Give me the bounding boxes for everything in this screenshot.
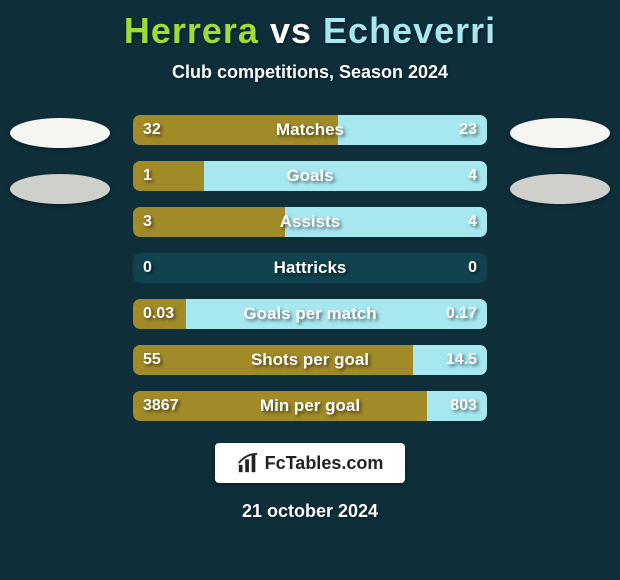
right-segment bbox=[285, 207, 487, 237]
left-badges bbox=[5, 118, 115, 204]
team-badge-icon bbox=[510, 174, 610, 204]
subtitle: Club competitions, Season 2024 bbox=[0, 62, 620, 83]
comparison-chart: 3223Matches 14Goals 34Assists 0 0Hattricks 0.… bbox=[133, 115, 487, 421]
left-segment bbox=[133, 161, 204, 191]
left-segment bbox=[133, 345, 413, 375]
row-label: Hattricks bbox=[133, 253, 487, 283]
left-value: 0 bbox=[143, 253, 152, 283]
bar-chart-icon bbox=[237, 452, 259, 474]
right-segment bbox=[338, 115, 487, 145]
left-segment bbox=[133, 391, 427, 421]
player2-name: Echeverri bbox=[323, 10, 496, 51]
right-badges bbox=[505, 118, 615, 204]
team-badge-icon bbox=[10, 118, 110, 148]
comparison-row: 3867803Min per goal bbox=[133, 391, 487, 421]
brand-label: FcTables.com bbox=[265, 453, 384, 474]
player1-name: Herrera bbox=[124, 10, 259, 51]
right-segment bbox=[204, 161, 487, 191]
right-segment bbox=[427, 391, 487, 421]
right-value: 0 bbox=[468, 253, 477, 283]
brand-badge: FcTables.com bbox=[215, 443, 405, 483]
left-segment bbox=[133, 207, 285, 237]
comparison-row: 0.030.17Goals per match bbox=[133, 299, 487, 329]
comparison-row: 3223Matches bbox=[133, 115, 487, 145]
page-title: Herrera vs Echeverri bbox=[0, 0, 620, 52]
team-badge-icon bbox=[10, 174, 110, 204]
team-badge-icon bbox=[510, 118, 610, 148]
left-segment bbox=[133, 115, 338, 145]
right-segment bbox=[186, 299, 487, 329]
comparison-row: 0 0Hattricks bbox=[133, 253, 487, 283]
vs-label: vs bbox=[270, 10, 312, 51]
comparison-row: 14Goals bbox=[133, 161, 487, 191]
right-segment bbox=[413, 345, 487, 375]
comparison-row: 5514.5Shots per goal bbox=[133, 345, 487, 375]
left-segment bbox=[133, 299, 186, 329]
footer-date: 21 october 2024 bbox=[0, 501, 620, 522]
comparison-row: 34Assists bbox=[133, 207, 487, 237]
